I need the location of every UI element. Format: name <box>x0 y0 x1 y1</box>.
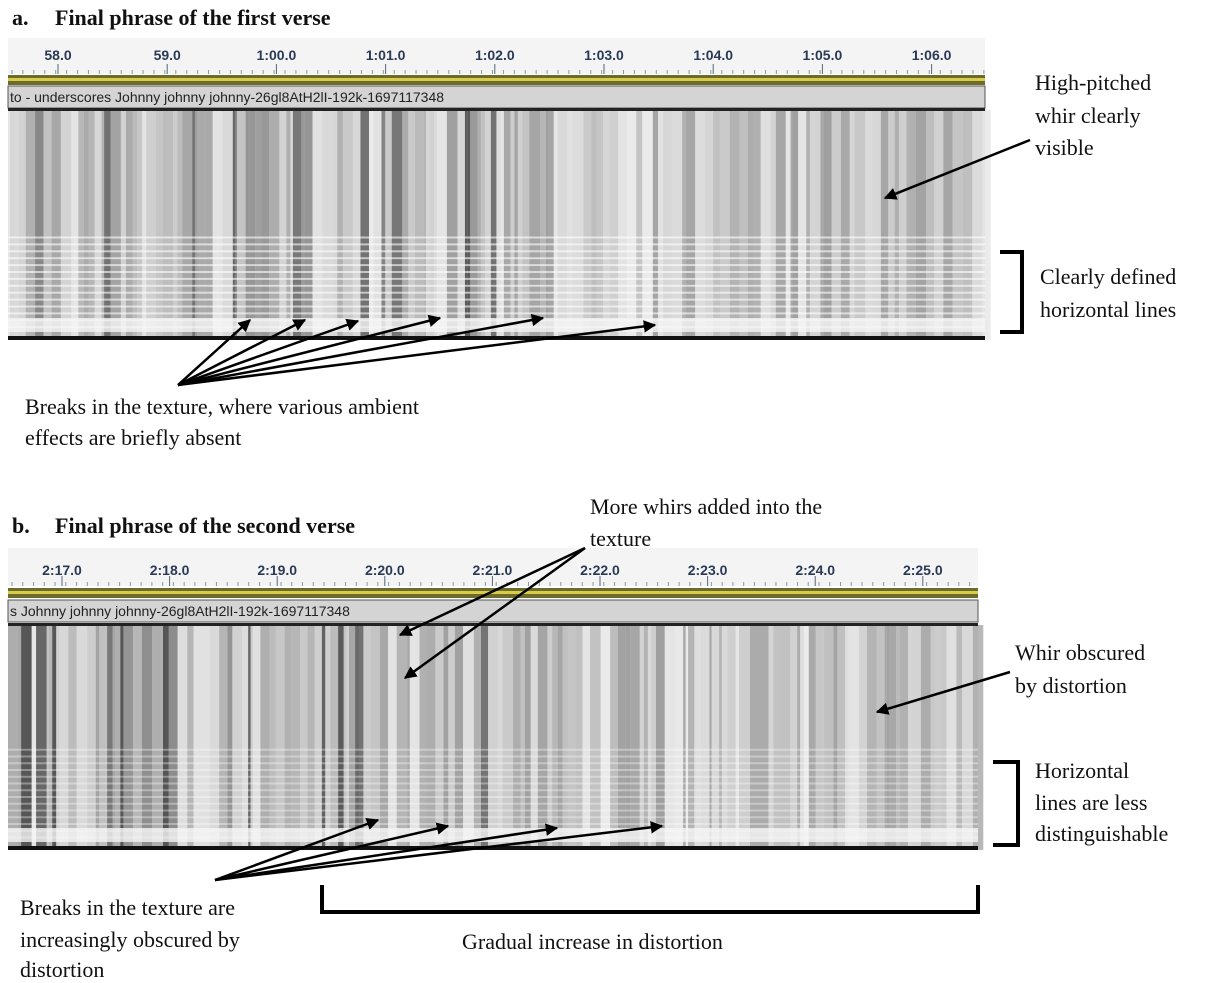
annotation: texture <box>590 526 651 551</box>
spectrogram-edge <box>8 336 985 340</box>
panel-title: Final phrase of the second verse <box>55 513 355 538</box>
time-label: 2:21.0 <box>473 562 513 578</box>
harmonic-band <box>8 257 985 259</box>
harmonic-band <box>8 271 985 273</box>
time-label: 2:25.0 <box>903 562 943 578</box>
bracket <box>322 885 978 912</box>
track-border <box>8 78 985 81</box>
time-label: 2:17.0 <box>42 562 82 578</box>
time-label: 1:01.0 <box>366 47 406 63</box>
harmonic-band <box>8 299 985 301</box>
harmonic-band <box>8 285 985 287</box>
harmonic-band <box>8 823 978 825</box>
time-label: 1:04.0 <box>693 47 733 63</box>
annotation: Horizontal <box>1035 758 1129 783</box>
annotation: visible <box>1035 135 1094 160</box>
annotation: whir clearly <box>1035 103 1141 128</box>
harmonic-band <box>8 816 978 818</box>
harmonic-band <box>8 789 978 791</box>
harmonic-band <box>8 243 985 245</box>
harmonic-band <box>8 264 985 266</box>
harmonic-band <box>8 292 985 294</box>
annotation: lines are less <box>1035 790 1147 815</box>
harmonic-band <box>8 810 978 812</box>
annotation: increasingly obscured by <box>20 927 240 952</box>
time-label: 1:00.0 <box>257 47 297 63</box>
harmonic-band <box>8 756 978 758</box>
harmonic-band <box>8 278 985 280</box>
figure: a. Final phrase of the first verse 58.0 59.… <box>0 0 1221 983</box>
annotation: Gradual increase in distortion <box>462 929 723 954</box>
time-label: 2:18.0 <box>150 562 190 578</box>
panel-title: Final phrase of the first verse <box>55 5 331 30</box>
time-label: 2:23.0 <box>688 562 728 578</box>
bracket <box>993 762 1018 845</box>
harmonic-band <box>8 769 978 771</box>
time-label: 1:05.0 <box>803 47 843 63</box>
time-label: 2:20.0 <box>365 562 405 578</box>
harmonic-band <box>8 776 978 778</box>
annotation: effects are briefly absent <box>25 425 241 450</box>
time-label: 2:24.0 <box>795 562 835 578</box>
annotation: Clearly defined <box>1040 264 1176 289</box>
annotation: distinguishable <box>1035 821 1168 846</box>
track-name: s Johnny johnny johnny-26gl8AtH2lI-192k-… <box>10 603 350 619</box>
harmonic-band <box>8 762 978 764</box>
panel-label: b. <box>12 513 30 538</box>
time-label: 1:06.0 <box>912 47 952 63</box>
annotation: More whirs added into the <box>590 494 822 519</box>
annotation: High-pitched <box>1035 70 1151 95</box>
annotation: by distortion <box>1015 673 1127 698</box>
time-label: 58.0 <box>44 47 71 63</box>
low-band <box>8 828 978 842</box>
harmonic-band <box>8 306 985 308</box>
harmonic-band <box>8 749 978 751</box>
annotation: horizontal lines <box>1040 297 1176 322</box>
harmonic-band <box>8 796 978 798</box>
harmonic-band <box>8 237 985 239</box>
bracket <box>1000 252 1022 332</box>
low-band <box>8 318 985 332</box>
time-label: 1:02.0 <box>475 47 515 63</box>
annotation: Whir obscured <box>1015 640 1145 665</box>
panel-label: a. <box>12 5 29 30</box>
time-label: 1:03.0 <box>584 47 624 63</box>
time-label: 59.0 <box>154 47 181 63</box>
harmonic-band <box>8 803 978 805</box>
harmonic-band <box>8 312 985 314</box>
annotation: Breaks in the texture, where various amb… <box>25 394 419 419</box>
annotation: Breaks in the texture are <box>20 895 235 920</box>
spectrogram-edge <box>8 623 978 626</box>
harmonic-band <box>8 783 978 785</box>
harmonic-band <box>8 250 985 252</box>
track-name: to - underscores Johnny johnny johnny-26… <box>10 89 444 105</box>
spectrogram-edge <box>8 108 985 111</box>
time-label: 2:22.0 <box>580 562 620 578</box>
time-label: 2:19.0 <box>257 562 297 578</box>
annotation: distortion <box>20 957 104 982</box>
